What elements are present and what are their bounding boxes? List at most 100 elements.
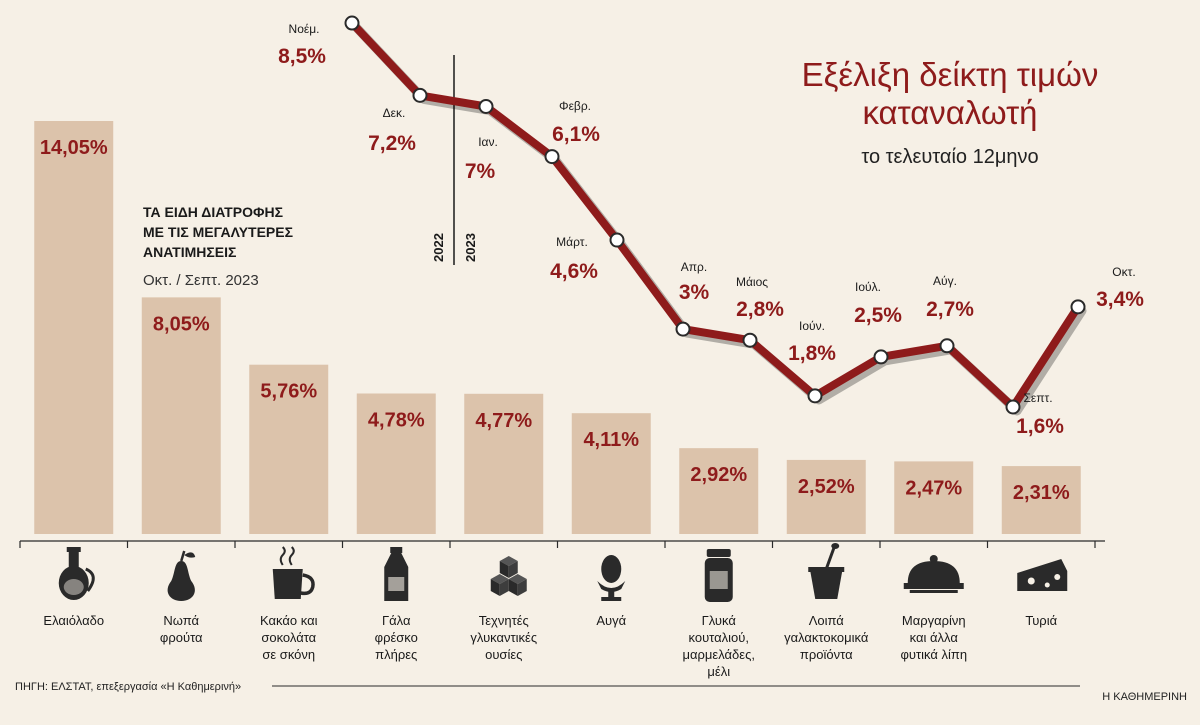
olive-oil-icon <box>58 547 95 600</box>
line-point-4 <box>609 232 625 248</box>
point-value-label: 3,4% <box>1096 288 1144 311</box>
bars-heading-line-2: ΜΕ ΤΙΣ ΜΕΓΑΛΥΤΕΡΕΣ <box>143 224 293 240</box>
year-label-2023: 2023 <box>463 233 478 262</box>
point-month-label: Ιούν. <box>799 319 825 333</box>
category-labels: Ελαιόλαδο Νωπά φρούτα Κακάο και σοκολάτα σε σ… <box>43 613 1057 679</box>
bar-value-label: 2,92% <box>690 464 747 486</box>
line-point-0 <box>344 15 360 31</box>
line-point-11 <box>1070 299 1086 315</box>
bar-4 <box>464 393 544 534</box>
bar-8 <box>894 461 974 534</box>
line-point-6 <box>742 332 758 348</box>
point-value-label: 1,6% <box>1016 415 1064 438</box>
line-point-7 <box>807 388 823 404</box>
category-label: Ελαιόλαδο <box>43 613 104 628</box>
pear-icon <box>167 550 196 601</box>
point-value-label: 7,2% <box>368 132 416 155</box>
category-label: ουσίες <box>485 647 522 662</box>
cocoa-cup-icon <box>272 546 315 599</box>
source-note: ΠΗΓΗ: ΕΛΣΤΑΤ, επεξεργασία «Η Καθημερινή» <box>15 681 241 693</box>
point-month-label: Φεβρ. <box>559 99 591 113</box>
category-label: Αυγά <box>596 613 626 628</box>
baseline-layer <box>19 540 1105 548</box>
point-value-label: 3% <box>679 281 710 304</box>
line-point-10 <box>1005 399 1021 415</box>
line-point-2 <box>478 98 494 114</box>
point-month-label: Ιαν. <box>478 135 498 149</box>
category-label: Τεχνητές <box>479 613 529 628</box>
line-point-1 <box>412 87 428 103</box>
sugar-cubes-icon <box>490 556 527 596</box>
butter-dish-icon <box>903 555 964 593</box>
bar-0 <box>34 121 114 534</box>
bar-value-label: 2,52% <box>798 476 855 498</box>
year-label-2022: 2022 <box>431 233 446 262</box>
bar-value-label: 5,76% <box>260 381 317 403</box>
cheese-icon <box>1017 559 1068 591</box>
bar-value-label: 4,11% <box>583 429 639 451</box>
category-label: προϊόντα <box>800 647 853 662</box>
category-label: μαρμελάδες, <box>683 647 755 662</box>
category-label: Νωπά <box>163 613 199 628</box>
chart-subtitle: το τελευταίο 12μηνο <box>861 146 1038 168</box>
point-month-label: Νοέμ. <box>289 22 320 36</box>
category-label: Λοιπά <box>809 613 845 628</box>
category-label: γαλακτοκομικά <box>784 630 869 645</box>
point-month-label: Μάρτ. <box>556 235 588 249</box>
line-point-8 <box>873 349 889 365</box>
bar-value-label: 4,78% <box>368 409 425 431</box>
point-value-label: 7% <box>465 160 496 183</box>
icons-layer <box>58 543 1068 602</box>
bar-5 <box>571 413 651 534</box>
bars-layer: 14,05% 8,05% 5,76% 4,78% 4,77% 4,11% 2,92% 2,52… <box>34 121 1081 534</box>
point-value-label: 4,6% <box>550 260 598 283</box>
point-month-label: Οκτ. <box>1112 265 1135 279</box>
bar-1 <box>141 297 221 534</box>
category-label: πλήρες <box>375 647 417 662</box>
point-month-label: Μάιος <box>736 275 768 289</box>
point-month-label: Απρ. <box>681 260 707 274</box>
category-label: σοκολάτα <box>261 630 316 645</box>
bar-6 <box>679 448 759 534</box>
bar-value-label: 2,47% <box>905 477 962 499</box>
category-label: Γλυκά <box>702 613 737 628</box>
point-value-label: 8,5% <box>278 45 326 68</box>
bar-value-label: 14,05% <box>40 137 108 159</box>
chart-title-line-1: Εξέλιξη δείκτη τιμών <box>802 56 1099 93</box>
category-label: γλυκαντικές <box>470 630 537 645</box>
jam-jar-icon <box>704 549 733 602</box>
line-layer: Νοέμ. 8,5% Δεκ. 7,2% Ιαν. 7% Φεβρ. 6,1% Μάρτ. 4,6… <box>278 15 1144 438</box>
category-label: και άλλα <box>910 630 959 645</box>
category-label: Τυριά <box>1025 613 1057 628</box>
line-point-5 <box>675 321 691 337</box>
point-month-label: Αύγ. <box>933 274 957 288</box>
bar-3 <box>356 393 436 534</box>
category-label: φρέσκο <box>375 630 418 645</box>
category-label: κουταλιού, <box>689 630 750 645</box>
milk-bottle-icon <box>384 547 409 601</box>
category-label: φρούτα <box>160 630 203 645</box>
chart-title-line-2: καταναλωτή <box>862 94 1037 131</box>
point-value-label: 2,7% <box>926 298 974 321</box>
line-point-3 <box>544 149 560 165</box>
yogurt-icon <box>808 543 845 599</box>
series-line <box>348 19 1082 411</box>
category-label: φυτικά λίπη <box>900 647 967 662</box>
category-label: Κακάο και <box>260 613 318 628</box>
point-value-label: 1,8% <box>788 342 836 365</box>
bars-heading-line-1: ΤΑ ΕΙΔΗ ΔΙΑΤΡΟΦΗΣ <box>143 204 283 220</box>
bars-period: Οκτ. / Σεπτ. 2023 <box>143 272 259 289</box>
bars-heading-line-3: ΑΝΑΤΙΜΗΣΕΙΣ <box>143 244 236 260</box>
bar-value-label: 4,77% <box>475 410 532 432</box>
point-month-label: Ιούλ. <box>855 280 881 294</box>
bar-9 <box>1001 466 1081 534</box>
bar-value-label: 2,31% <box>1013 482 1070 504</box>
point-month-label: Σεπτ. <box>1023 391 1052 405</box>
category-label: Γάλα <box>382 613 411 628</box>
point-month-label: Δεκ. <box>383 106 406 120</box>
line-point-9 <box>939 338 955 354</box>
bar-2 <box>249 364 329 534</box>
bar-7 <box>786 459 866 534</box>
point-value-label: 2,5% <box>854 304 902 327</box>
